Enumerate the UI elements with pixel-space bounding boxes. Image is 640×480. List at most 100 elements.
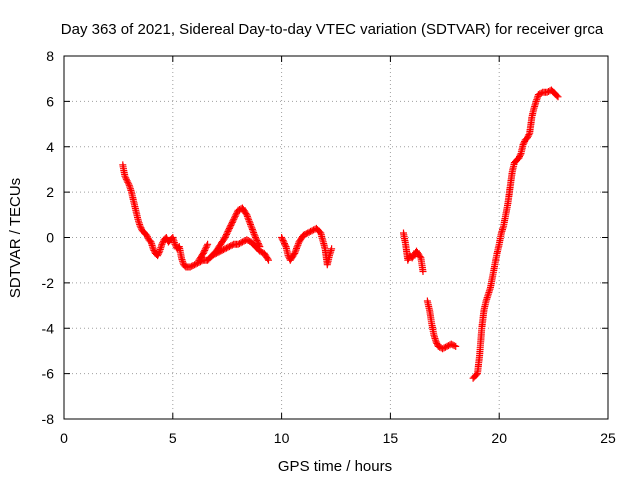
data-point (245, 216, 253, 224)
data-point (149, 245, 157, 253)
data-point (199, 249, 207, 257)
data-point (525, 131, 533, 139)
data-point (554, 93, 562, 101)
data-point (221, 234, 229, 241)
data-point (124, 178, 132, 186)
data-point (254, 240, 262, 248)
data-point (201, 245, 209, 253)
data-point (229, 217, 237, 225)
x-tick-label: 0 (60, 430, 68, 446)
data-point (231, 212, 239, 220)
data-point (452, 342, 460, 350)
data-point (281, 240, 288, 248)
x-tick-labels: 0 5 10 15 20 25 (60, 430, 616, 446)
x-tick-label: 20 (491, 430, 507, 446)
data-point (472, 371, 480, 379)
data-point (171, 240, 179, 248)
data-points (119, 86, 562, 382)
data-point (419, 268, 427, 275)
data-point (226, 223, 234, 231)
chart-title: Day 363 of 2021, Sidereal Day-to-day VTE… (61, 21, 604, 38)
data-point (203, 242, 211, 250)
data-point (520, 139, 528, 147)
data-point (137, 224, 145, 232)
data-point (553, 92, 561, 100)
data-point (200, 248, 208, 256)
data-point (278, 235, 286, 243)
data-point (516, 151, 524, 159)
data-point (247, 222, 255, 230)
data-point (433, 339, 441, 347)
data-point (232, 211, 240, 219)
data-point (228, 218, 236, 226)
data-point (293, 243, 301, 251)
y-tick-label: -6 (42, 366, 55, 382)
x-tick-label: 25 (600, 430, 616, 446)
data-point (230, 215, 238, 223)
data-point (143, 231, 151, 239)
y-tick-label: 4 (46, 139, 54, 155)
axis-ticks (63, 55, 609, 420)
data-point (404, 256, 412, 264)
data-point (416, 253, 424, 261)
data-point (123, 177, 131, 185)
x-tick-label: 10 (274, 430, 290, 446)
data-point (122, 174, 130, 182)
data-point (155, 249, 163, 257)
data-point (223, 231, 230, 238)
data-point (125, 180, 133, 188)
y-tick-label: 8 (46, 48, 54, 64)
data-point (228, 220, 236, 228)
data-point (328, 245, 336, 253)
data-point (201, 246, 209, 254)
data-point (252, 234, 259, 241)
data-point (524, 134, 531, 142)
data-point (250, 230, 258, 238)
y-tick-label: 2 (46, 184, 54, 200)
data-point (122, 175, 130, 183)
data-point (162, 234, 170, 241)
data-point (154, 250, 162, 258)
data-point (223, 229, 231, 237)
y-tick-label: -8 (42, 411, 55, 427)
data-point (150, 246, 158, 254)
data-point (432, 338, 440, 346)
x-tick-label: 5 (169, 430, 177, 446)
data-point (515, 154, 523, 162)
data-point (281, 241, 289, 249)
data-point (256, 243, 264, 251)
data-point (233, 209, 241, 217)
data-point (516, 153, 523, 161)
data-point (202, 243, 210, 251)
data-point (280, 238, 288, 246)
data-point (158, 240, 166, 248)
data-point (278, 234, 286, 241)
data-point (253, 237, 261, 244)
data-point (224, 227, 232, 235)
data-point (136, 222, 144, 230)
data-point (264, 255, 272, 263)
data-point (450, 342, 458, 350)
data-point (227, 221, 235, 229)
data-point (231, 214, 238, 222)
data-point (252, 235, 260, 243)
data-point (143, 233, 151, 241)
y-axis-label: SDTVAR / TECUs (7, 178, 24, 298)
data-point (225, 226, 233, 234)
data-point (255, 241, 263, 249)
x-tick-label: 15 (383, 430, 399, 446)
y-tick-labels: -8 -6 -4 -2 0 2 4 6 8 (42, 48, 55, 427)
data-point (265, 256, 272, 264)
y-tick-label: 0 (46, 230, 54, 246)
data-point (159, 239, 167, 247)
data-point (524, 132, 532, 140)
data-point (222, 232, 230, 240)
data-point (225, 224, 233, 232)
x-axis-label: GPS time / hours (278, 458, 392, 475)
data-point (254, 238, 262, 246)
y-tick-label: -2 (42, 275, 55, 291)
y-tick-label: 6 (46, 93, 54, 109)
y-tick-label: -4 (42, 320, 55, 336)
data-point (204, 240, 212, 248)
grid-lines (64, 56, 608, 419)
